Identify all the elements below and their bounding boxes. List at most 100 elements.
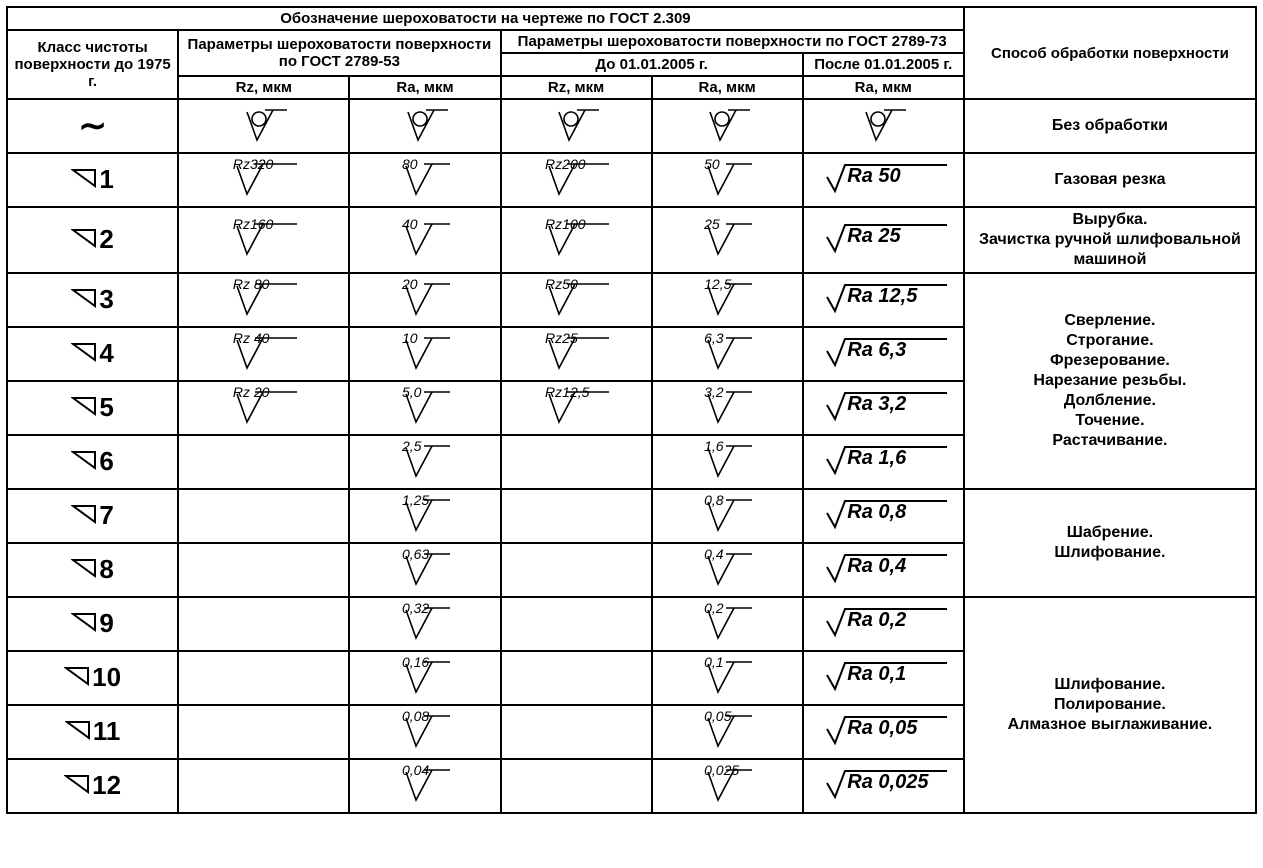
- class-header: Класс чистоты поверхности до 1975 г.: [7, 30, 178, 99]
- value-cell: [501, 651, 652, 705]
- class-cell: 3: [7, 273, 178, 327]
- value-cell: 5,0: [349, 381, 500, 435]
- value-cell: 12,5: [652, 273, 803, 327]
- value-cell: [178, 435, 349, 489]
- ra05-cell: Ra 0,4: [803, 543, 964, 597]
- value-cell: [501, 543, 652, 597]
- value-cell: 0,1: [652, 651, 803, 705]
- value-cell: [178, 651, 349, 705]
- value-cell: 50: [652, 153, 803, 207]
- class-cell: 12: [7, 759, 178, 813]
- class-cell: 11: [7, 705, 178, 759]
- value-cell: Rz 20: [178, 381, 349, 435]
- table-row: 2Rz16040Rz10025Ra 25Вырубка.Зачистка руч…: [7, 207, 1256, 273]
- value-cell: 6,3: [652, 327, 803, 381]
- value-cell: 2,5: [349, 435, 500, 489]
- method-cell: Шлифование.Полирование.Алмазное выглажив…: [964, 597, 1256, 813]
- symbol-cell: [652, 99, 803, 153]
- symbol-cell: [178, 99, 349, 153]
- triangle-icon: [71, 555, 97, 586]
- class-cell: 1: [7, 153, 178, 207]
- method-cell: Шабрение.Шлифование.: [964, 489, 1256, 597]
- table-row: ∼ Без обработки: [7, 99, 1256, 153]
- triangle-icon: [71, 447, 97, 478]
- method-header: Способ обработки поверхности: [964, 7, 1256, 99]
- value-cell: [178, 543, 349, 597]
- symbol-cell: [501, 99, 652, 153]
- class-cell: 10: [7, 651, 178, 705]
- col-ra53: Ra, мкм: [349, 76, 500, 99]
- class-cell: 7: [7, 489, 178, 543]
- value-cell: [501, 759, 652, 813]
- value-cell: 0,4: [652, 543, 803, 597]
- table-row: 1Rz32080Rz20050Ra 50Газовая резка: [7, 153, 1256, 207]
- ra05-cell: Ra 0,025: [803, 759, 964, 813]
- value-cell: 0,04: [349, 759, 500, 813]
- class-cell: 5: [7, 381, 178, 435]
- roughness-table: Обозначение шероховатости на чертеже по …: [6, 6, 1257, 814]
- value-cell: 1,25: [349, 489, 500, 543]
- triangle-icon: [71, 609, 97, 640]
- value-cell: 0,16: [349, 651, 500, 705]
- value-cell: 0,025: [652, 759, 803, 813]
- value-cell: 40: [349, 207, 500, 273]
- triangle-icon: [71, 393, 97, 424]
- value-cell: 0,2: [652, 597, 803, 651]
- triangle-icon: [71, 501, 97, 532]
- value-cell: 80: [349, 153, 500, 207]
- class-cell: 8: [7, 543, 178, 597]
- ra05-cell: Ra 50: [803, 153, 964, 207]
- value-cell: 0,8: [652, 489, 803, 543]
- symbol-cell: [803, 99, 964, 153]
- value-cell: [501, 435, 652, 489]
- title: Обозначение шероховатости на чертеже по …: [7, 7, 964, 30]
- value-cell: 0,05: [652, 705, 803, 759]
- value-cell: 0,63: [349, 543, 500, 597]
- col-rz73: Rz, мкм: [501, 76, 652, 99]
- triangle-icon: [64, 663, 90, 694]
- ra05-cell: Ra 0,1: [803, 651, 964, 705]
- value-cell: [178, 489, 349, 543]
- triangle-icon: [71, 225, 97, 256]
- value-cell: 25: [652, 207, 803, 273]
- value-cell: Rz25: [501, 327, 652, 381]
- value-cell: [178, 597, 349, 651]
- value-cell: Rz12,5: [501, 381, 652, 435]
- value-cell: Rz100: [501, 207, 652, 273]
- method-cell: Газовая резка: [964, 153, 1256, 207]
- value-cell: 10: [349, 327, 500, 381]
- value-cell: 0,32: [349, 597, 500, 651]
- value-cell: Rz200: [501, 153, 652, 207]
- col-rz53: Rz, мкм: [178, 76, 349, 99]
- triangle-icon: [71, 165, 97, 196]
- ra05-cell: Ra 12,5: [803, 273, 964, 327]
- method-cell: Сверление.Строгание.Фрезерование.Нарезан…: [964, 273, 1256, 489]
- value-cell: [501, 705, 652, 759]
- value-cell: 3,2: [652, 381, 803, 435]
- params53-header: Параметры шероховатости поверхности по Г…: [178, 30, 500, 76]
- method-cell: Без обработки: [964, 99, 1256, 153]
- col-ra73: Ra, мкм: [652, 76, 803, 99]
- class-cell: 2: [7, 207, 178, 273]
- value-cell: [501, 597, 652, 651]
- before2005-header: До 01.01.2005 г.: [501, 53, 803, 76]
- value-cell: [178, 705, 349, 759]
- ra05-cell: Ra 25: [803, 207, 964, 273]
- triangle-icon: [71, 339, 97, 370]
- value-cell: Rz 80: [178, 273, 349, 327]
- class-cell: 9: [7, 597, 178, 651]
- symbol-cell: [349, 99, 500, 153]
- table-row: 3Rz 8020Rz5012,5Ra 12,5Сверление.Строган…: [7, 273, 1256, 327]
- ra05-cell: Ra 0,2: [803, 597, 964, 651]
- value-cell: 0,08: [349, 705, 500, 759]
- value-cell: Rz50: [501, 273, 652, 327]
- class-cell: 6: [7, 435, 178, 489]
- triangle-icon: [71, 285, 97, 316]
- value-cell: [501, 489, 652, 543]
- value-cell: 1,6: [652, 435, 803, 489]
- table-row: 71,250,8Ra 0,8Шабрение.Шлифование.: [7, 489, 1256, 543]
- params73-header: Параметры шероховатости поверхности по Г…: [501, 30, 964, 53]
- value-cell: Rz160: [178, 207, 349, 273]
- ra05-cell: Ra 1,6: [803, 435, 964, 489]
- value-cell: [178, 759, 349, 813]
